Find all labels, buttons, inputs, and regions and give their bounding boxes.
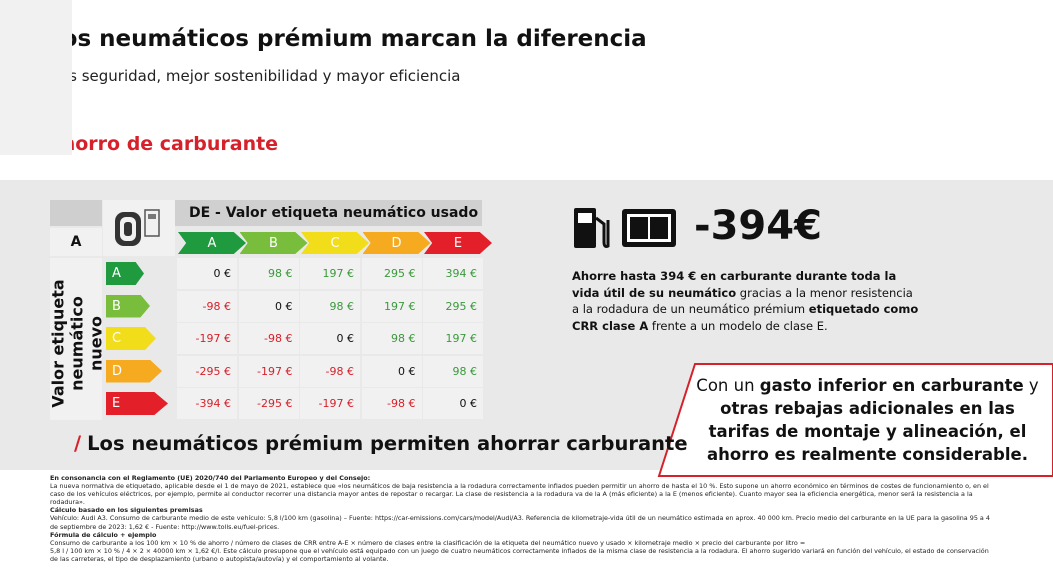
tagline-text: Los neumáticos prémium permiten ahorrar … — [87, 432, 688, 455]
value-cell: -98 € — [300, 355, 360, 387]
corner-label: A — [50, 228, 102, 256]
row-arrow-cell — [0, 0, 72, 31]
savings-amount: -394€ — [694, 203, 822, 249]
column-arrow: C — [301, 232, 369, 254]
value-cell: -394 € — [177, 388, 237, 419]
row-axis-label: Valor etiqueta neumático nuevo — [48, 279, 106, 408]
row-arrow: E — [106, 392, 168, 415]
row-axis-cell — [50, 258, 102, 420]
value-cell: 98 € — [423, 355, 483, 387]
value-cell: -98 € — [361, 388, 422, 419]
value-cell: 0 € — [361, 355, 422, 387]
tagline-slash: / — [74, 432, 82, 455]
value-cell: -197 € — [300, 388, 360, 419]
column-arrow: A — [178, 232, 246, 254]
value-cell: 0 € — [300, 323, 360, 354]
footnote: Consumo de carburante a los 100 km × 10 … — [50, 538, 806, 547]
row-arrow-cell — [0, 62, 72, 93]
row-arrow: D — [106, 359, 162, 383]
row-arrow: B — [106, 294, 150, 318]
row-arrow-cell — [0, 124, 72, 155]
corner-cell — [50, 200, 102, 226]
savings-description: Ahorre hasta 394 € en carburante durante… — [572, 268, 922, 334]
tire-icon — [115, 209, 160, 246]
text-run: gracias a la menor resistencia a la roda… — [572, 285, 913, 317]
value-cell: 0 € — [238, 290, 299, 322]
value-cell: 98 € — [300, 290, 360, 322]
text-run: y — [1023, 376, 1039, 395]
value-cell: 0 € — [423, 388, 483, 419]
footnote: 5,8 l / 100 km × 10 % / 4 × 2 × 40000 km… — [50, 546, 989, 563]
text-run: gasto inferior en carburante — [759, 376, 1024, 395]
value-cell: 197 € — [361, 290, 422, 322]
value-cell: -98 € — [177, 290, 237, 322]
subtitle: Más seguridad, mejor sostenibilidad y ma… — [47, 67, 461, 85]
value-cell: 0 € — [177, 258, 237, 289]
section-title: Ahorro de carburante — [47, 133, 279, 155]
footnotes: En consonancia con el Reglamento (UE) 20… — [50, 474, 990, 563]
row-arrow-cell — [0, 31, 72, 62]
row-arrow-cell — [0, 93, 72, 124]
value-cell: -98 € — [238, 323, 299, 354]
icon-cell — [103, 200, 175, 256]
column-arrow: D — [362, 232, 431, 254]
text-run: Con un — [696, 376, 760, 395]
table-title: DE - Valor etiqueta neumático usado — [175, 200, 482, 226]
text-run: etiquetado como CRR clase A — [572, 302, 919, 333]
value-cell: 394 € — [423, 258, 483, 289]
title: Los neumáticos prémium marcan la diferen… — [47, 26, 647, 52]
fuel-label-icons — [574, 208, 676, 248]
value-cell: 98 € — [238, 258, 299, 289]
value-cell: 197 € — [300, 258, 360, 289]
text-run: otras rebajas adicionales en las tarifas… — [707, 399, 1028, 464]
column-arrow: B — [239, 232, 308, 254]
value-cell: -197 € — [177, 323, 237, 354]
value-cell: -197 € — [238, 355, 299, 387]
callout-box — [657, 363, 1053, 477]
footnote: En consonancia con el Reglamento (UE) 20… — [50, 474, 371, 482]
row-arrow: C — [106, 327, 156, 350]
value-cell: -295 € — [177, 355, 237, 387]
value-cell: 197 € — [423, 323, 483, 354]
text-run: Ahorre hasta 394 € en carburante durante… — [572, 269, 897, 300]
value-cell: 295 € — [423, 290, 483, 322]
footnote: Fórmula de cálculo + ejemplo — [50, 530, 157, 539]
footnote: La nueva normativa de etiquetado, aplica… — [50, 482, 989, 507]
column-arrow: E — [424, 232, 492, 254]
value-cell: -295 € — [238, 388, 299, 419]
value-cell: 98 € — [361, 323, 422, 354]
text-run: frente a un modelo de clase E. — [648, 318, 828, 333]
footnote: Cálculo basado en los siguientes premisa… — [50, 506, 203, 515]
callout-text: Con un gasto inferior en carburante y ot… — [695, 374, 1040, 466]
row-arrow: A — [106, 262, 144, 285]
value-cell: 295 € — [361, 258, 422, 289]
footnote: Vehículo: Audi A3. Consumo de carburante… — [50, 514, 990, 531]
tagline: / Los neumáticos prémium permiten ahorrar… — [74, 432, 688, 455]
